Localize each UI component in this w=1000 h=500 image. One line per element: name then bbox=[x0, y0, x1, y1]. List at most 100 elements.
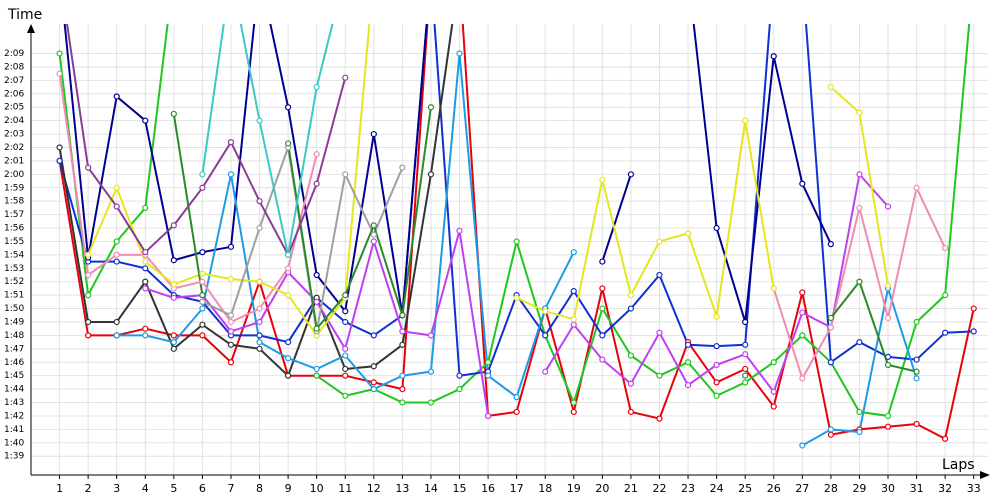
point bbox=[370, 332, 377, 339]
point bbox=[713, 379, 720, 386]
point bbox=[542, 332, 549, 339]
point bbox=[85, 318, 92, 326]
point bbox=[627, 305, 635, 312]
x-tick-label: 25 bbox=[738, 482, 752, 495]
point bbox=[256, 332, 263, 339]
point bbox=[884, 314, 892, 322]
x-tick-label: 20 bbox=[595, 482, 609, 495]
x-tick-label: 13 bbox=[395, 482, 409, 495]
point bbox=[113, 203, 120, 210]
point bbox=[799, 375, 806, 382]
point bbox=[342, 292, 349, 299]
x-tick-label: 10 bbox=[310, 482, 324, 495]
point bbox=[142, 249, 149, 256]
point bbox=[827, 83, 834, 91]
point bbox=[142, 265, 149, 272]
y-tick-label: 1:46 bbox=[4, 358, 24, 368]
point bbox=[427, 171, 435, 178]
series-line bbox=[63, 24, 832, 323]
point bbox=[856, 408, 863, 416]
point bbox=[942, 245, 949, 252]
point bbox=[913, 375, 920, 382]
point bbox=[913, 318, 920, 326]
x-tick-label: 30 bbox=[881, 482, 895, 495]
point bbox=[656, 329, 663, 336]
y-tick-label: 2:07 bbox=[4, 76, 24, 86]
y-tick-label: 2:01 bbox=[4, 156, 24, 166]
point bbox=[399, 399, 406, 406]
x-tick-label: 3 bbox=[113, 482, 120, 495]
point bbox=[884, 353, 892, 360]
point bbox=[227, 341, 235, 348]
point bbox=[942, 329, 949, 336]
point bbox=[199, 292, 206, 299]
x-tick-label: 8 bbox=[256, 482, 263, 495]
point bbox=[570, 249, 577, 256]
point bbox=[599, 176, 606, 183]
x-tick-label: 33 bbox=[967, 482, 981, 495]
point bbox=[313, 365, 320, 373]
point bbox=[799, 442, 806, 449]
point bbox=[627, 171, 635, 178]
point bbox=[256, 224, 263, 232]
point bbox=[285, 104, 292, 111]
x-tick-label: 11 bbox=[338, 482, 352, 495]
point bbox=[142, 117, 149, 124]
y-axis-label: Time bbox=[7, 7, 42, 23]
point bbox=[285, 339, 292, 346]
point bbox=[285, 251, 292, 258]
point bbox=[570, 321, 577, 328]
y-tick-label: 2:00 bbox=[4, 170, 24, 180]
y-tick-label: 1:57 bbox=[4, 210, 24, 220]
y-tick-label: 2:03 bbox=[4, 130, 24, 140]
point bbox=[599, 305, 606, 312]
point bbox=[142, 278, 149, 285]
y-tick-label: 1:45 bbox=[4, 371, 24, 381]
point bbox=[599, 332, 606, 339]
point bbox=[313, 180, 320, 187]
point bbox=[942, 435, 949, 442]
x-tick-label: 9 bbox=[285, 482, 292, 495]
point bbox=[227, 312, 235, 319]
x-tick-label: 12 bbox=[367, 482, 381, 495]
point bbox=[913, 420, 920, 428]
point bbox=[513, 294, 520, 301]
point bbox=[113, 93, 120, 100]
point bbox=[484, 359, 492, 366]
point bbox=[199, 184, 206, 191]
point bbox=[427, 104, 435, 111]
point bbox=[513, 408, 520, 416]
point bbox=[113, 184, 120, 191]
point bbox=[713, 313, 720, 320]
y-tick-label: 1:55 bbox=[4, 237, 24, 247]
series-line bbox=[172, 107, 917, 373]
point bbox=[770, 403, 777, 410]
point bbox=[713, 224, 720, 232]
y-tick-label: 1:54 bbox=[4, 250, 24, 260]
x-tick-label: 22 bbox=[652, 482, 666, 495]
point bbox=[599, 356, 606, 363]
point bbox=[399, 328, 406, 335]
x-tick-label: 1 bbox=[56, 482, 63, 495]
point bbox=[170, 257, 177, 264]
point bbox=[884, 282, 892, 289]
plot-area bbox=[56, 24, 977, 449]
point bbox=[313, 83, 320, 91]
point bbox=[827, 426, 834, 433]
point bbox=[884, 203, 892, 210]
point bbox=[256, 345, 263, 352]
point bbox=[856, 109, 863, 116]
point bbox=[56, 157, 63, 165]
point bbox=[456, 372, 463, 379]
point bbox=[742, 372, 749, 379]
point bbox=[970, 328, 977, 335]
point bbox=[713, 361, 720, 369]
point bbox=[799, 309, 806, 316]
point bbox=[742, 351, 749, 358]
point bbox=[370, 231, 377, 238]
point bbox=[285, 265, 292, 272]
point bbox=[399, 385, 406, 393]
y-tick-label: 1:43 bbox=[4, 398, 24, 408]
point bbox=[256, 339, 263, 346]
point bbox=[342, 345, 349, 352]
